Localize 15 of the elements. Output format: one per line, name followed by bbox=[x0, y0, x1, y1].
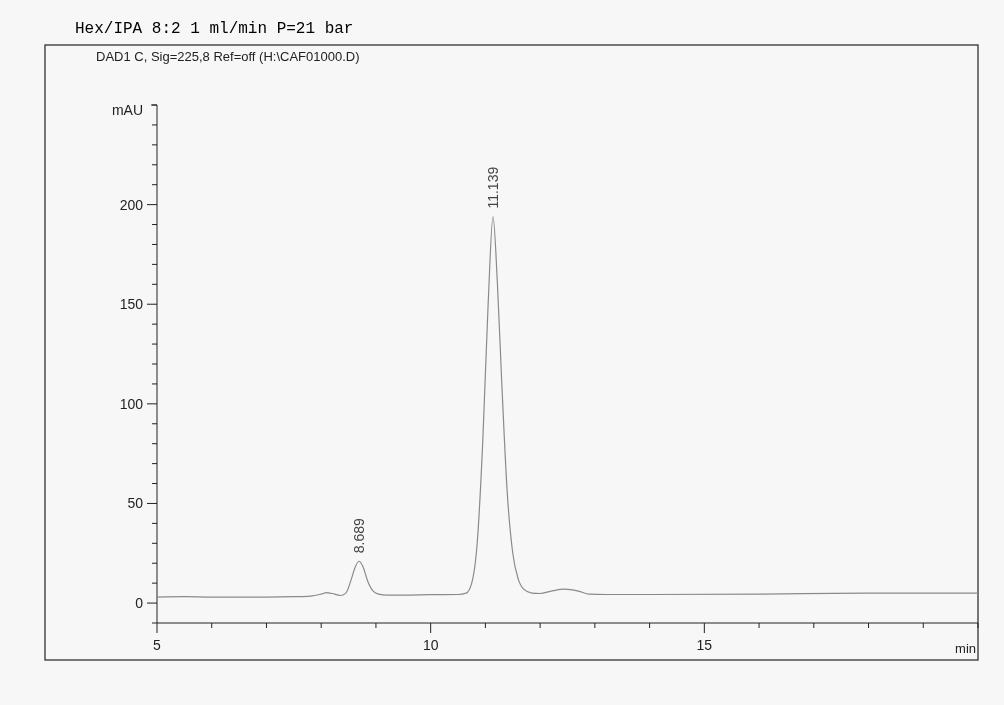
y-tick-label: 200 bbox=[119, 196, 144, 213]
line-series bbox=[156, 215, 979, 598]
y-axis-title: mAU bbox=[111, 101, 143, 118]
x-tick-label: 15 bbox=[696, 636, 713, 653]
y-tick-label: 150 bbox=[119, 296, 144, 313]
x-tick-label: 5 bbox=[153, 636, 162, 653]
y-tick-label: 50 bbox=[127, 495, 144, 512]
annotation: 11.139 bbox=[485, 166, 502, 209]
chart-title: Hex/IPA 8:2 1 ml/min P=21 bar bbox=[75, 20, 354, 38]
annotation: 8.689 bbox=[350, 517, 367, 554]
y-tick-label: 100 bbox=[119, 395, 144, 412]
y-tick-label: 0 bbox=[135, 594, 144, 611]
chart-subtitle: DAD1 C, Sig=225,8 Ref=off (H:\CAF01000.D) bbox=[96, 49, 360, 64]
x-tick-label: 10 bbox=[422, 636, 439, 653]
x-axis-title: min bbox=[955, 640, 976, 656]
